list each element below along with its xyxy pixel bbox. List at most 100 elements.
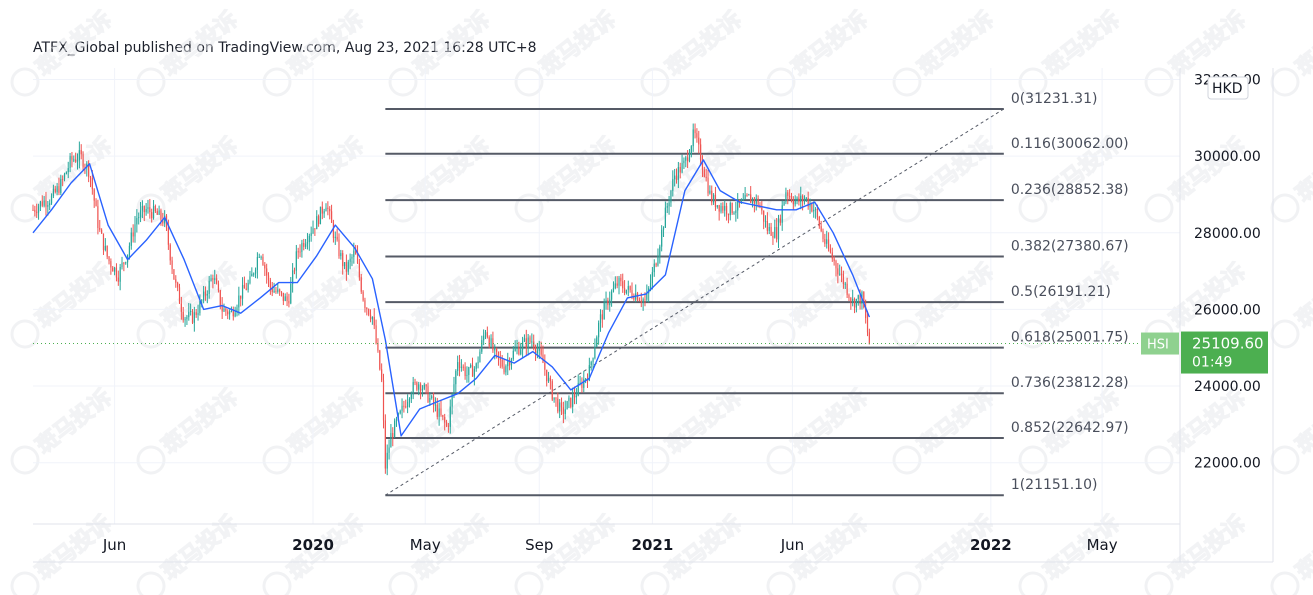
candle-body	[486, 332, 488, 338]
price-candle	[425, 383, 427, 395]
candle-body	[73, 159, 75, 161]
watermark-logo-ring	[640, 319, 670, 349]
price-candle	[332, 219, 335, 243]
price-candle	[664, 201, 666, 228]
candle-body	[570, 397, 572, 407]
candle-body	[835, 261, 837, 269]
candle-body	[475, 363, 477, 369]
candle-body	[523, 338, 526, 342]
price-candle	[570, 397, 572, 409]
candle-body	[338, 239, 340, 257]
price-candle	[369, 309, 372, 323]
price-candle	[831, 247, 833, 262]
price-candle	[575, 388, 577, 405]
candle-body	[45, 200, 47, 207]
price-candle	[772, 231, 774, 245]
candle-body	[321, 206, 323, 214]
candle-body	[210, 278, 212, 281]
watermark-logo-ring	[1270, 571, 1300, 595]
price-candle	[223, 303, 225, 313]
candle-body	[692, 129, 694, 147]
candle-body	[766, 220, 768, 231]
candle-body	[850, 298, 852, 302]
candle-body	[173, 269, 175, 280]
candle-body	[566, 401, 568, 410]
candle-body	[293, 270, 296, 272]
candle-body	[323, 211, 325, 214]
candle-body	[71, 155, 73, 160]
candle-body	[388, 447, 390, 453]
candle-body	[230, 311, 233, 313]
price-candle	[533, 334, 535, 351]
price-candle	[412, 376, 414, 400]
price-candle	[292, 263, 294, 293]
y-axis[interactable]: 22000.00 24000.00 26000.00 28000.00 30000.00…	[1194, 72, 1261, 471]
candle-body	[190, 310, 192, 312]
candle-body	[605, 299, 607, 303]
candle-body	[386, 452, 388, 469]
candle-body	[534, 347, 537, 353]
watermark-logo-icon: 斑马投诉	[10, 510, 117, 595]
candle-body	[625, 289, 628, 294]
watermark-logo-ring	[766, 571, 796, 595]
candle-body	[711, 190, 713, 203]
price-candle	[329, 206, 331, 220]
price-candle	[262, 253, 264, 266]
candle-body	[277, 289, 279, 292]
candle-body	[636, 293, 639, 301]
candle-body	[379, 350, 381, 370]
price-candle	[677, 161, 679, 189]
price-candle	[505, 364, 507, 376]
price-candle	[50, 193, 53, 205]
fib-trend-line[interactable]	[385, 108, 1005, 496]
candle-body	[848, 294, 850, 299]
candle-body	[269, 280, 271, 288]
price-candle	[41, 195, 43, 208]
price-candle	[227, 309, 229, 320]
candle-body	[614, 283, 616, 289]
candle-body	[89, 176, 92, 179]
candle-body	[117, 277, 119, 282]
price-candle	[405, 399, 407, 409]
price-candle	[434, 397, 437, 412]
candle-body	[688, 154, 691, 162]
price-candle	[184, 317, 186, 327]
candle-body	[547, 377, 550, 382]
candle-body	[712, 194, 715, 203]
price-candle	[447, 422, 450, 433]
price-candle	[566, 400, 568, 410]
candle-body	[349, 258, 351, 262]
candle-body	[275, 290, 277, 292]
candle-body	[483, 335, 485, 341]
price-candle	[93, 188, 95, 208]
candle-body	[735, 210, 737, 213]
price-candle	[764, 215, 767, 228]
candle-body	[358, 262, 360, 278]
price-candle	[197, 304, 199, 321]
candle-body	[447, 425, 450, 427]
price-candle	[180, 296, 182, 320]
candle-body	[418, 384, 420, 390]
fibonacci-retracement[interactable]: 0(31231.31) 0.116(30062.00) 0.236(28852.38…	[385, 91, 1129, 497]
candle-body	[477, 362, 479, 364]
price-candle	[714, 186, 717, 211]
price-candle	[844, 281, 846, 290]
price-candle	[525, 329, 527, 357]
candle-body	[457, 362, 459, 371]
candle-body	[136, 218, 138, 225]
price-candle	[609, 291, 611, 312]
candle-body	[466, 374, 468, 377]
currency-badge[interactable]: HKD	[1207, 76, 1249, 100]
candle-body	[464, 366, 466, 377]
price-candle	[866, 310, 869, 337]
candle-body	[50, 195, 53, 204]
candle-body	[468, 367, 470, 375]
x-axis[interactable]: Jun 2020 May Sep 2021 Jun 2022 May	[102, 536, 1118, 554]
price-candle	[742, 193, 744, 202]
candle-body	[796, 197, 798, 202]
price-candle	[698, 130, 700, 154]
price-candle	[36, 203, 38, 218]
candle-body	[215, 278, 218, 284]
y-tick-label: 30000.00	[1194, 149, 1261, 165]
